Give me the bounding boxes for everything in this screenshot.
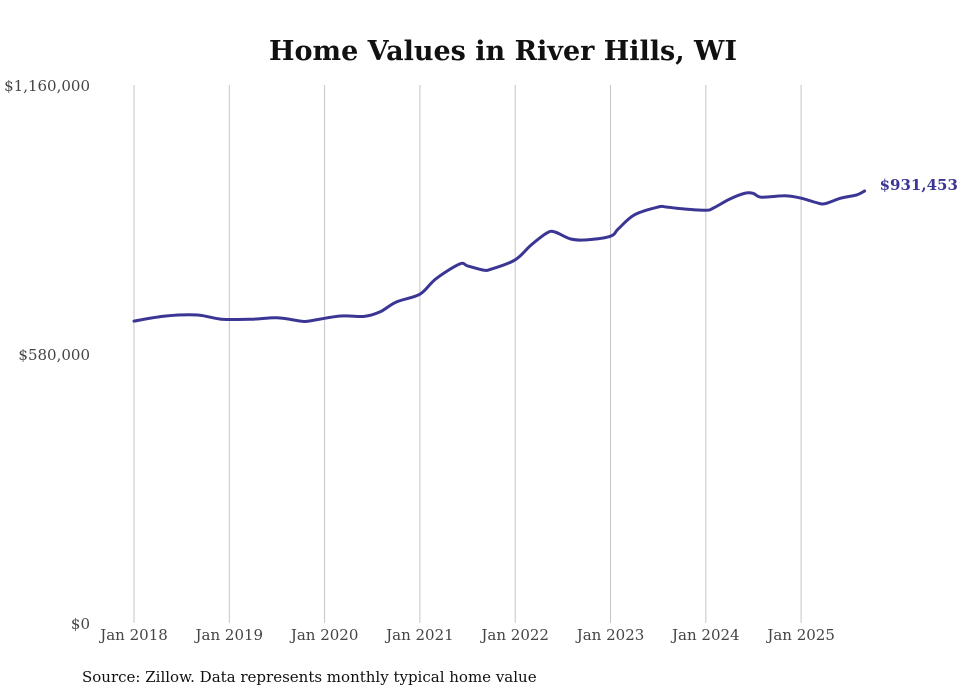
- series-line: [132, 189, 867, 324]
- end-value-label: $931,453: [880, 176, 958, 194]
- y-tick-label: $0: [71, 615, 90, 633]
- y-tick-label: $580,000: [18, 346, 90, 364]
- x-tick-label: Jan 2022: [479, 626, 549, 644]
- x-tick-label: Jan 2023: [575, 626, 645, 644]
- x-tick-label: Jan 2024: [670, 626, 740, 644]
- x-tick-label: Jan 2021: [384, 626, 454, 644]
- y-tick-label: $1,160,000: [4, 77, 90, 95]
- x-tick-label: Jan 2018: [98, 626, 168, 644]
- grid-lines: [133, 85, 802, 623]
- source-note: Source: Zillow. Data represents monthly …: [82, 668, 537, 686]
- x-axis: Jan 2018 Jan 2019 Jan 2020 Jan 2021 Jan 2022…: [98, 626, 835, 644]
- x-tick-label: Jan 2019: [194, 626, 264, 644]
- y-axis: $0 $580,000 $1,160,000: [4, 77, 90, 633]
- x-tick-label: Jan 2025: [765, 626, 835, 644]
- x-tick-label: Jan 2020: [289, 626, 359, 644]
- chart-title: Home Values in River Hills, WI: [269, 36, 737, 67]
